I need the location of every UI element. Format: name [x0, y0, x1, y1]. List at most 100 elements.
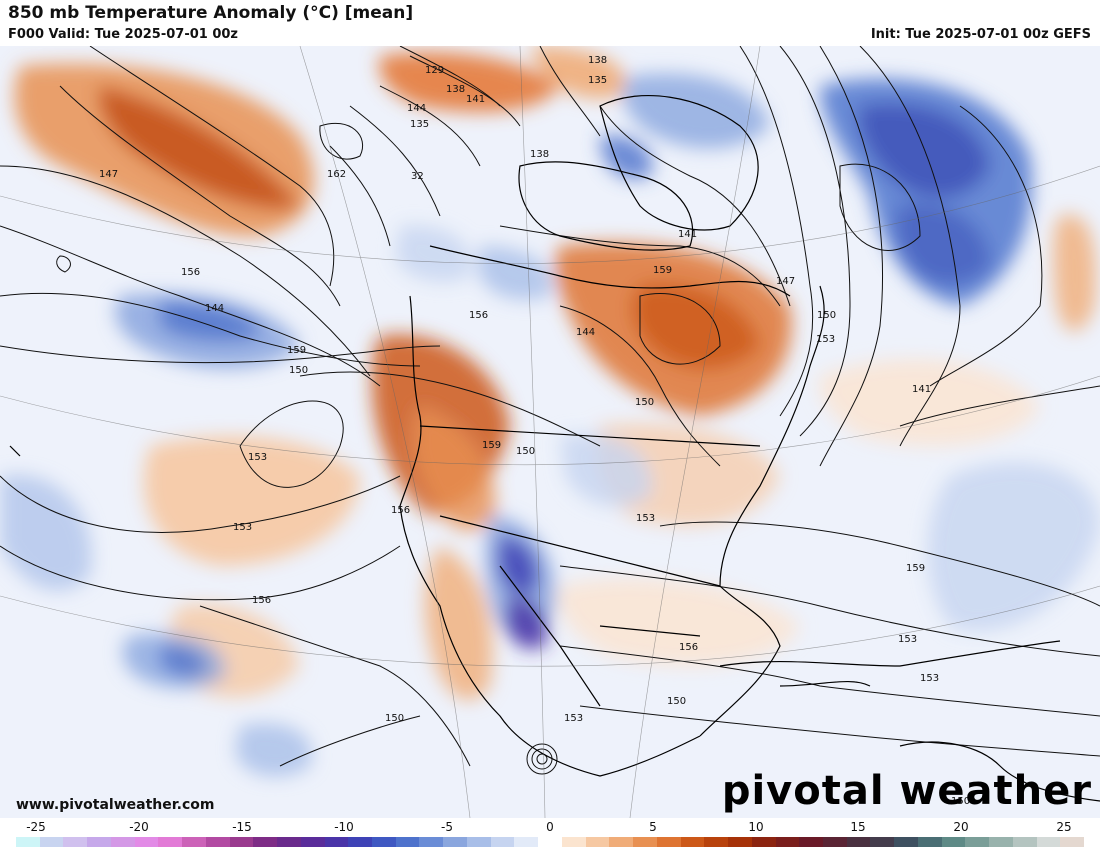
- colorbar-tick: 15: [850, 820, 866, 834]
- colorbar-tick: -25: [26, 820, 46, 834]
- colorbar-swatch: [348, 837, 373, 847]
- graticule: [0, 46, 1100, 818]
- contour-label: 144: [407, 103, 426, 114]
- colorbar-tick: 5: [649, 820, 657, 834]
- colorbar-swatch: [134, 837, 159, 847]
- colorbar-strip: [16, 837, 1085, 847]
- colorbar-swatch: [561, 837, 586, 847]
- contour-label: 156: [391, 505, 410, 516]
- colorbar-swatch: [300, 837, 325, 847]
- colorbar-swatch: [87, 837, 111, 847]
- contour-label: 153: [816, 334, 835, 345]
- colorbar-swatch: [656, 837, 681, 847]
- contour-label: 159: [906, 563, 925, 574]
- colorbar-swatch: [466, 837, 491, 847]
- contour-label: 135: [588, 75, 607, 86]
- contour-label: 129: [425, 65, 444, 76]
- contour-label: 135: [410, 119, 429, 130]
- colorbar-swatch: [751, 837, 776, 847]
- colorbar-swatch: [324, 837, 349, 847]
- colorbar-swatch: [799, 837, 823, 847]
- init-time: Init: Tue 2025-07-01 00z GEFS: [870, 27, 1091, 42]
- colorbar-swatch: [870, 837, 895, 847]
- colorbar-swatch: [846, 837, 871, 847]
- contour-label: 150: [289, 365, 308, 376]
- contour-label: 138: [588, 55, 607, 66]
- colorbar-swatch: [63, 837, 88, 847]
- height-contours: [0, 46, 1100, 775]
- colorbar-swatch: [585, 837, 610, 847]
- colorbar-swatch: [372, 837, 396, 847]
- contour-label: 156: [252, 595, 271, 606]
- colorbar-swatch: [419, 837, 444, 847]
- colorbar-swatch: [395, 837, 420, 847]
- colorbar-swatch: [1060, 837, 1085, 847]
- colorbar-tick: -10: [334, 820, 354, 834]
- colorbar-swatch: [277, 837, 301, 847]
- colorbar-swatch: [158, 837, 183, 847]
- colorbar-swatch: [917, 837, 942, 847]
- colorbar-swatch: [941, 837, 966, 847]
- colorbar-swatch: [704, 837, 729, 847]
- colorbar-tick: 20: [953, 820, 969, 834]
- website-credit: www.pivotalweather.com: [16, 797, 215, 813]
- contour-label: 150: [516, 446, 535, 457]
- colorbar-swatch: [989, 837, 1013, 847]
- contour-label: 144: [576, 327, 595, 338]
- contour-label: 144: [205, 303, 224, 314]
- colorbar-swatch: [39, 837, 64, 847]
- anomaly-map[interactable]: 138 129 135 138 141 144 135 162 147 32 1…: [0, 46, 1100, 818]
- contour-labels: 138 129 135 138 141 144 135 162 147 32 1…: [99, 55, 970, 807]
- colorbar-swatch: [514, 837, 539, 847]
- colorbar-swatch: [728, 837, 752, 847]
- colorbar-tick: -15: [232, 820, 252, 834]
- contour-label: 150: [635, 397, 654, 408]
- colorbar-swatch: [633, 837, 657, 847]
- colorbar-swatch: [538, 837, 562, 847]
- header: 850 mb Temperature Anomaly (°C) [mean] F…: [0, 0, 1100, 46]
- colorbar-tick: 0: [546, 820, 554, 834]
- contour-label: 141: [678, 229, 697, 240]
- contour-label: 159: [287, 345, 306, 356]
- contour-label: 32: [411, 171, 424, 182]
- map-title: 850 mb Temperature Anomaly (°C) [mean]: [8, 3, 414, 23]
- coastlines: [9, 95, 1100, 802]
- colorbar-swatch: [822, 837, 847, 847]
- colorbar-swatch: [490, 837, 515, 847]
- colorbar-swatch: [443, 837, 467, 847]
- valid-time: F000 Valid: Tue 2025-07-01 00z: [8, 27, 238, 42]
- contour-label: 153: [920, 673, 939, 684]
- colorbar-swatch: [894, 837, 918, 847]
- contour-label: 156: [469, 310, 488, 321]
- colorbar-swatch: [965, 837, 990, 847]
- contour-label: 159: [482, 440, 501, 451]
- colorbar-swatch: [775, 837, 800, 847]
- contour-label: 162: [327, 169, 346, 180]
- colorbar-swatch: [182, 837, 206, 847]
- colorbar-swatch: [253, 837, 278, 847]
- contour-label: 150: [667, 696, 686, 707]
- contour-label: 147: [776, 276, 795, 287]
- contour-label: 153: [248, 452, 267, 463]
- colorbar-swatch: [110, 837, 135, 847]
- contour-label: 156: [679, 642, 698, 653]
- colorbar-swatch: [1012, 837, 1037, 847]
- contour-label: 153: [564, 713, 583, 724]
- contour-label: 156: [181, 267, 200, 278]
- colorbar-swatch: [1036, 837, 1061, 847]
- colorbar-tick: -20: [129, 820, 149, 834]
- colorbar-tick: 25: [1056, 820, 1072, 834]
- colorbar-swatch: [16, 837, 40, 847]
- contour-label: 159: [653, 265, 672, 276]
- colorbar-swatch: [229, 837, 254, 847]
- colorbar-swatch: [680, 837, 705, 847]
- colorbar-swatch: [609, 837, 634, 847]
- contour-label: 141: [466, 94, 485, 105]
- contour-label: 141: [912, 384, 931, 395]
- contour-label: 138: [446, 84, 465, 95]
- contour-label: 153: [636, 513, 655, 524]
- contour-label: 150: [951, 796, 970, 807]
- colorbar-tick: 10: [748, 820, 764, 834]
- colorbar-labels: -25 -20 -15 -10 -5 0 5 10 15 20 25: [0, 818, 1100, 834]
- contour-label: 138: [530, 149, 549, 160]
